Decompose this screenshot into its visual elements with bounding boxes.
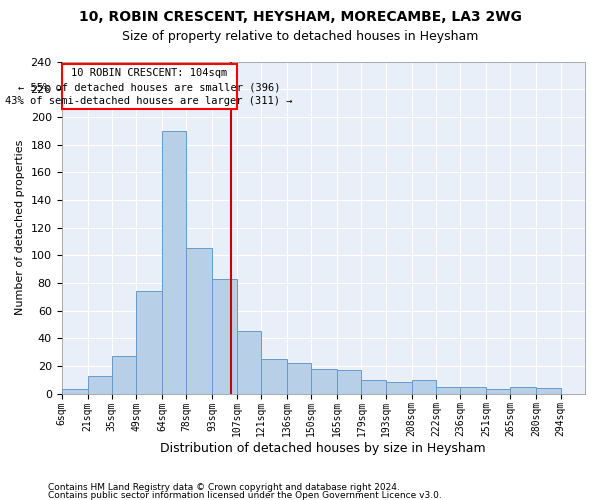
Text: ← 55% of detached houses are smaller (396): ← 55% of detached houses are smaller (39… <box>18 82 280 92</box>
Text: 43% of semi-detached houses are larger (311) →: 43% of semi-detached houses are larger (… <box>5 96 293 106</box>
Bar <box>361 380 386 394</box>
Bar <box>187 248 212 394</box>
Bar <box>162 130 187 394</box>
Bar <box>212 278 236 394</box>
Bar <box>62 390 88 394</box>
Bar <box>136 291 162 394</box>
Bar <box>88 376 112 394</box>
Bar <box>337 370 361 394</box>
Bar <box>62 64 236 108</box>
Bar <box>436 386 460 394</box>
Text: 10 ROBIN CRESCENT: 104sqm: 10 ROBIN CRESCENT: 104sqm <box>71 68 227 78</box>
Text: 10, ROBIN CRESCENT, HEYSHAM, MORECAMBE, LA3 2WG: 10, ROBIN CRESCENT, HEYSHAM, MORECAMBE, … <box>79 10 521 24</box>
Bar <box>287 363 311 394</box>
Bar <box>112 356 136 394</box>
Bar <box>412 380 436 394</box>
X-axis label: Distribution of detached houses by size in Heysham: Distribution of detached houses by size … <box>160 442 486 455</box>
Bar <box>511 386 536 394</box>
Bar <box>311 368 337 394</box>
Bar <box>236 332 261 394</box>
Text: Contains public sector information licensed under the Open Government Licence v3: Contains public sector information licen… <box>48 490 442 500</box>
Bar <box>261 359 287 394</box>
Bar <box>486 390 511 394</box>
Bar <box>386 382 412 394</box>
Bar <box>536 388 561 394</box>
Bar <box>460 386 486 394</box>
Y-axis label: Number of detached properties: Number of detached properties <box>15 140 25 315</box>
Text: Contains HM Land Registry data © Crown copyright and database right 2024.: Contains HM Land Registry data © Crown c… <box>48 484 400 492</box>
Text: Size of property relative to detached houses in Heysham: Size of property relative to detached ho… <box>122 30 478 43</box>
